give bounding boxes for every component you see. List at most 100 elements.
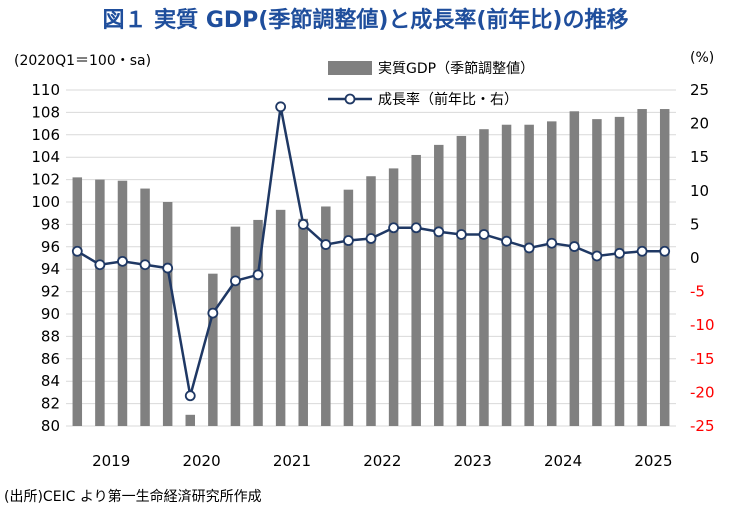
- x-axis-ticks: 2019 2020 2021 2022 2023 2024 2025: [92, 452, 672, 470]
- right-axis-ticks: -25 -20 -15 -10 -5 0 5 10 15 20 25: [690, 81, 715, 435]
- gdp-bar: [659, 109, 670, 426]
- left-tick-label: 108: [31, 103, 60, 121]
- legend: 実質GDP（季節調整値） 成長率（前年比・右）: [328, 60, 534, 108]
- growth-point: [162, 262, 174, 274]
- growth-point: [297, 218, 309, 230]
- gdp-bar: [614, 116, 625, 426]
- left-axis-ticks: 80 82 84 86 88 90 92 94 96 98 100 102 104 106 108 110: [31, 81, 60, 435]
- x-tick-label: 2020: [182, 452, 220, 470]
- legend-marker-growth: [344, 93, 356, 105]
- legend-label-growth: 成長率（前年比・右）: [378, 91, 518, 108]
- gdp-bar: [298, 218, 308, 426]
- x-tick-label: 2022: [363, 452, 401, 470]
- growth-point: [501, 235, 512, 247]
- gdp-bar: [524, 124, 534, 426]
- growth-point: [71, 245, 83, 257]
- gdp-bar: [501, 124, 512, 426]
- growth-point: [659, 245, 671, 257]
- left-tick-label: 86: [41, 350, 60, 368]
- right-tick-label: 5: [690, 215, 700, 233]
- growth-point: [320, 239, 332, 250]
- gdp-bar: [546, 121, 557, 427]
- growth-point: [433, 226, 445, 238]
- left-tick-label: 82: [41, 395, 60, 413]
- growth-point: [591, 250, 603, 262]
- right-tick-label: 25: [690, 81, 709, 99]
- gdp-bar: [72, 177, 83, 426]
- x-tick-label: 2021: [273, 452, 311, 470]
- growth-line: [71, 101, 671, 402]
- growth-point: [139, 259, 151, 271]
- x-tick-label: 2025: [634, 452, 672, 470]
- right-tick-label: -15: [690, 350, 715, 368]
- left-tick-label: 94: [41, 260, 60, 278]
- right-tick-label: -25: [690, 417, 715, 435]
- gdp-bar: [343, 189, 354, 426]
- growth-point: [455, 229, 467, 240]
- left-tick-label: 92: [41, 283, 60, 301]
- left-tick-label: 100: [31, 193, 60, 211]
- growth-point: [365, 233, 377, 244]
- growth-point: [230, 275, 241, 287]
- left-tick-label: 98: [41, 215, 60, 233]
- legend-swatch-gdp: [328, 61, 372, 75]
- gdp-bar: [411, 154, 421, 426]
- gdp-bar: [117, 180, 128, 426]
- growth-point: [275, 101, 287, 113]
- left-tick-label: 104: [31, 148, 60, 166]
- growth-point: [568, 241, 580, 252]
- growth-point: [388, 222, 399, 234]
- gdp-bar: [253, 219, 263, 426]
- gdp-bar: [456, 135, 467, 427]
- growth-point: [207, 307, 219, 319]
- legend-label-gdp: 実質GDP（季節調整値）: [378, 60, 534, 77]
- gdp-bar: [592, 119, 602, 427]
- growth-point: [523, 242, 535, 254]
- gdp-bars: [72, 109, 670, 427]
- gdp-bar: [162, 202, 173, 426]
- left-tick-label: 84: [41, 372, 60, 390]
- gdp-bar: [637, 109, 647, 426]
- right-tick-label: -20: [690, 383, 715, 401]
- left-tick-label: 88: [41, 327, 60, 345]
- left-tick-label: 106: [31, 126, 60, 144]
- source-note: (出所)CEIC より第一生命経済研究所作成: [4, 489, 262, 505]
- gdp-bar: [140, 188, 150, 426]
- right-tick-label: -5: [690, 283, 705, 301]
- gdp-bar: [185, 414, 196, 426]
- left-tick-label: 90: [41, 305, 60, 323]
- gdp-bar: [230, 226, 241, 426]
- gdp-bar: [388, 168, 399, 426]
- gdp-bar: [569, 111, 580, 426]
- left-tick-label: 102: [31, 171, 60, 189]
- growth-point: [478, 229, 490, 240]
- gdp-bar: [434, 144, 444, 426]
- growth-point: [184, 390, 196, 402]
- growth-point: [94, 259, 106, 271]
- left-tick-label: 110: [31, 81, 60, 99]
- growth-point: [410, 222, 422, 234]
- right-tick-label: 20: [690, 115, 709, 133]
- right-tick-label: -10: [690, 316, 715, 334]
- right-axis-unit: (%): [690, 50, 715, 66]
- gdp-bar: [479, 129, 489, 426]
- x-tick-label: 2024: [544, 452, 582, 470]
- gdp-bar: [275, 209, 286, 426]
- x-tick-label: 2023: [454, 452, 492, 470]
- left-tick-label: 80: [41, 417, 60, 435]
- gdp-bar: [95, 179, 105, 426]
- x-tick-label: 2019: [92, 452, 130, 470]
- gdp-bar: [321, 206, 331, 426]
- left-tick-label: 96: [41, 238, 60, 256]
- right-tick-label: 15: [690, 148, 709, 166]
- left-axis-unit: (2020Q1＝100・sa): [14, 53, 152, 69]
- growth-point: [343, 235, 354, 246]
- growth-point: [117, 255, 128, 267]
- growth-point: [614, 247, 625, 259]
- chart-title: 図１ 実質 GDP(季節調整値)と成長率(前年比)の推移: [102, 8, 629, 33]
- growth-point: [636, 245, 648, 257]
- right-tick-label: 0: [690, 249, 700, 267]
- gdp-bar: [366, 176, 376, 426]
- gdp-bar: [208, 273, 218, 426]
